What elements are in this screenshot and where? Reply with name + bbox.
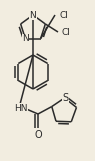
Text: O: O	[34, 130, 42, 140]
Text: N: N	[30, 10, 36, 19]
Text: Cl: Cl	[62, 28, 71, 37]
Text: N: N	[22, 34, 29, 43]
Text: Cl: Cl	[59, 10, 68, 19]
Text: S: S	[62, 93, 68, 103]
Text: HN: HN	[14, 104, 27, 113]
